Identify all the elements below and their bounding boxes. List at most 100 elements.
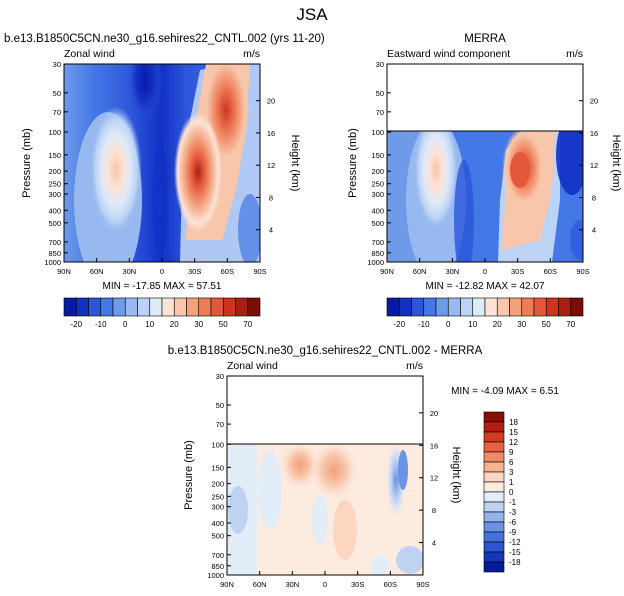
colorbar-tick-label: 50	[219, 320, 228, 329]
y-tick-label: 200	[48, 167, 61, 176]
y-tick-label: 300	[211, 503, 224, 512]
colorbar-swatch	[447, 297, 461, 317]
x-tick-label: 0	[160, 267, 164, 276]
axes-merra: 3050701001502002503004005007008501000481…	[367, 60, 598, 276]
colorbar-swatch	[112, 297, 126, 317]
y2-tick-label: 4	[269, 226, 273, 235]
colorbar-swatch	[570, 297, 584, 317]
colorbar-tick-label: 20	[493, 320, 502, 329]
panel-unit-label: m/s	[566, 48, 583, 60]
y-tick-label: 850	[211, 562, 224, 571]
colorbar-tick-label: 18	[509, 418, 518, 427]
x-tick-label: 30S	[188, 267, 201, 276]
y-tick-label: 200	[371, 167, 384, 176]
y-tick-label: 1000	[207, 571, 224, 580]
colorbar-swatch	[137, 297, 151, 317]
y-tick-label: 30	[216, 372, 224, 381]
axes-difference: 3050701001502002503004005007008501000481…	[207, 372, 438, 589]
colorbar-swatch	[483, 551, 505, 563]
heatmap-field	[227, 444, 423, 575]
y-tick-label: 300	[371, 190, 384, 199]
x-tick-label: 30N	[285, 580, 299, 589]
colorbar-tick-label: -10	[95, 320, 107, 329]
colorbar-swatch	[210, 297, 224, 317]
colorbar-swatch	[558, 297, 572, 317]
y-tick-label: 1000	[367, 258, 384, 267]
colorbar-swatch	[483, 461, 505, 473]
colorbar-swatch	[423, 297, 437, 317]
y-tick-label: 400	[211, 519, 224, 528]
colorbar-swatch	[186, 297, 200, 317]
y2-axis-title: Height (km)	[610, 135, 622, 192]
colorbar-swatch	[496, 297, 510, 317]
colorbar-tick-label: 70	[566, 320, 575, 329]
y-axis-title: Pressure (mb)	[347, 128, 359, 198]
y-tick-label: 500	[371, 219, 384, 228]
panel-left-label: Zonal wind	[64, 48, 115, 60]
y-tick-label: 400	[48, 206, 61, 215]
y-tick-label: 200	[211, 480, 224, 489]
y-tick-label: 850	[371, 249, 384, 258]
colorbar-tick-label: 12	[509, 438, 518, 447]
colorbar-swatch	[149, 297, 163, 317]
colorbar-merra: -20 -10 0 10 20 30 50 70	[386, 297, 584, 329]
axes-model: 3050701001502002503004005007008501000481…	[44, 60, 275, 276]
y-tick-label: 250	[211, 492, 224, 501]
x-tick-label: 0	[483, 267, 487, 276]
y-tick-label: 150	[371, 151, 384, 160]
y2-tick-label: 16	[430, 441, 438, 450]
colorbar-swatch	[483, 531, 505, 543]
y2-tick-label: 20	[590, 97, 598, 106]
colorbar-swatch	[483, 421, 505, 433]
heatmap-field	[387, 131, 583, 262]
y2-tick-label: 8	[269, 193, 273, 202]
colorbar-tick-label: 9	[509, 448, 514, 457]
panel-unit-label: m/s	[406, 360, 423, 372]
colorbar-swatch	[247, 297, 261, 317]
x-tick-label: 30S	[511, 267, 524, 276]
panel-title: b.e13.B1850C5CN.ne30_g16.sehires22_CNTL.…	[168, 345, 483, 357]
y2-axis-title: Height (km)	[450, 447, 462, 504]
colorbar-tick-label: 50	[542, 320, 551, 329]
y-tick-label: 1000	[44, 258, 61, 267]
y2-tick-label: 16	[590, 129, 598, 138]
y2-tick-label: 8	[432, 506, 436, 515]
colorbar-swatch	[386, 297, 400, 317]
panel-left-label: Zonal wind	[227, 360, 278, 372]
colorbar-tick-label: 3	[509, 468, 514, 477]
colorbar-tick-label: -12	[509, 538, 521, 547]
x-tick-label: 60S	[544, 267, 557, 276]
colorbar-swatch	[88, 297, 102, 317]
colorbar-swatch	[411, 297, 425, 317]
y-tick-label: 250	[371, 180, 384, 189]
y2-tick-label: 4	[592, 226, 596, 235]
colorbar-swatch	[198, 297, 212, 317]
y-tick-label: 500	[48, 219, 61, 228]
y-tick-label: 70	[53, 108, 61, 117]
y-tick-label: 50	[216, 401, 224, 410]
y-tick-label: 50	[376, 89, 384, 98]
y-tick-label: 50	[53, 89, 61, 98]
colorbar-swatch	[63, 297, 77, 317]
colorbar-tick-label: -18	[509, 558, 521, 567]
colorbar-tick-label: 10	[468, 320, 477, 329]
y2-tick-label: 12	[590, 161, 598, 170]
colorbar-tick-label: 1	[509, 478, 514, 487]
y-tick-label: 300	[48, 190, 61, 199]
x-tick-label: 90N	[380, 267, 394, 276]
y-tick-label: 850	[48, 249, 61, 258]
y-tick-label: 70	[376, 108, 384, 117]
colorbar-swatch	[483, 411, 505, 423]
colorbar-swatch	[483, 451, 505, 463]
colorbar-swatch	[483, 431, 505, 443]
x-tick-label: 90N	[220, 580, 234, 589]
colorbar-tick-label: -1	[509, 498, 517, 507]
colorbar-tick-label: 0	[446, 320, 451, 329]
colorbar-tick-label: -6	[509, 518, 517, 527]
y-axis-title: Pressure (mb)	[183, 440, 195, 510]
stats-text: MIN = -4.09 MAX = 6.51	[451, 386, 559, 397]
colorbar-swatch	[75, 297, 89, 317]
colorbar-tick-label: -15	[509, 548, 521, 557]
colorbar-model: -20 -10 0 10 20 30 50 70	[63, 297, 261, 329]
